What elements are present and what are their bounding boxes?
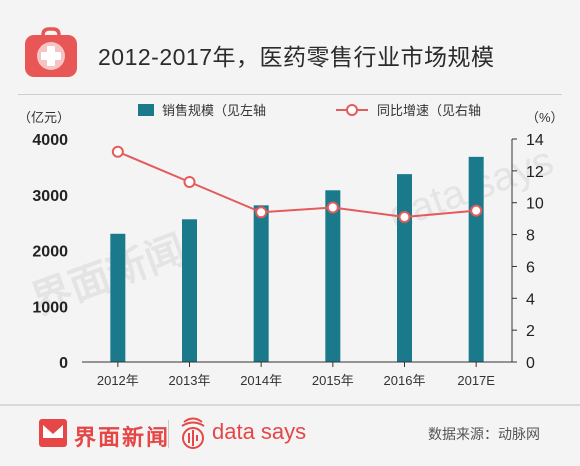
y-right-tick-label: 4 — [526, 291, 535, 308]
y-left-tick-label: 2000 — [32, 244, 68, 261]
line-point — [326, 201, 339, 214]
footer-divider — [0, 404, 580, 406]
jiemian-logo-icon — [39, 419, 67, 447]
legend-label-bar: 销售规模（见左轴 — [162, 103, 266, 118]
line-point — [470, 204, 483, 217]
y-left-unit: （亿元） — [18, 110, 70, 125]
legend-swatch-bar — [138, 104, 154, 116]
header-divider — [18, 94, 562, 95]
bar — [253, 205, 269, 362]
line-point — [183, 176, 196, 189]
line-series — [117, 150, 477, 219]
y-right-tick-label: 0 — [526, 355, 535, 372]
bar — [110, 233, 126, 362]
line-point — [398, 211, 411, 224]
y-right-tick-label: 12 — [526, 164, 544, 181]
legend-label-line: 同比增速（见右轴 — [377, 103, 481, 118]
bar — [325, 190, 341, 362]
y-right-unit: （%） — [526, 110, 564, 125]
data-says-label: data says — [212, 419, 307, 444]
x-tick-label: 2012年 — [97, 373, 139, 388]
x-tick-label: 2013年 — [169, 373, 211, 388]
y-right-tick-label: 2 — [526, 323, 535, 340]
page-title: 2012-2017年，医药零售行业市场规模 — [98, 44, 495, 70]
legend-marker-line — [346, 104, 358, 116]
medical-kit-icon — [25, 27, 77, 77]
y-left-tick-label: 4000 — [32, 132, 68, 149]
header: 2012-2017年，医药零售行业市场规模 — [0, 0, 580, 100]
y-left-tick-label: 3000 — [32, 188, 68, 205]
data-source: 数据来源：动脉网 — [428, 426, 540, 442]
y-right-tick-label: 8 — [526, 228, 535, 245]
footer-separator — [168, 420, 169, 448]
bar — [182, 219, 197, 362]
y-right-tick-label: 14 — [526, 132, 544, 149]
line-point — [255, 206, 268, 219]
y-right-tick-label: 6 — [526, 259, 535, 276]
y-left-tick-label: 0 — [59, 355, 68, 372]
y-left-tick-label: 1000 — [32, 299, 68, 316]
bar — [468, 156, 484, 362]
line-point — [111, 145, 124, 158]
footer: 界面新闻 data says 数据来源：动脉网 — [0, 406, 580, 466]
data-says-icon — [181, 417, 205, 449]
x-tick-label: 2016年 — [384, 373, 426, 388]
x-tick-label: 2017E — [457, 373, 495, 388]
x-tick-label: 2014年 — [240, 373, 282, 388]
bar — [397, 174, 412, 362]
y-right-tick-label: 10 — [526, 196, 544, 213]
brand-name: 界面新闻 — [74, 425, 171, 450]
x-tick-label: 2015年 — [312, 373, 354, 388]
